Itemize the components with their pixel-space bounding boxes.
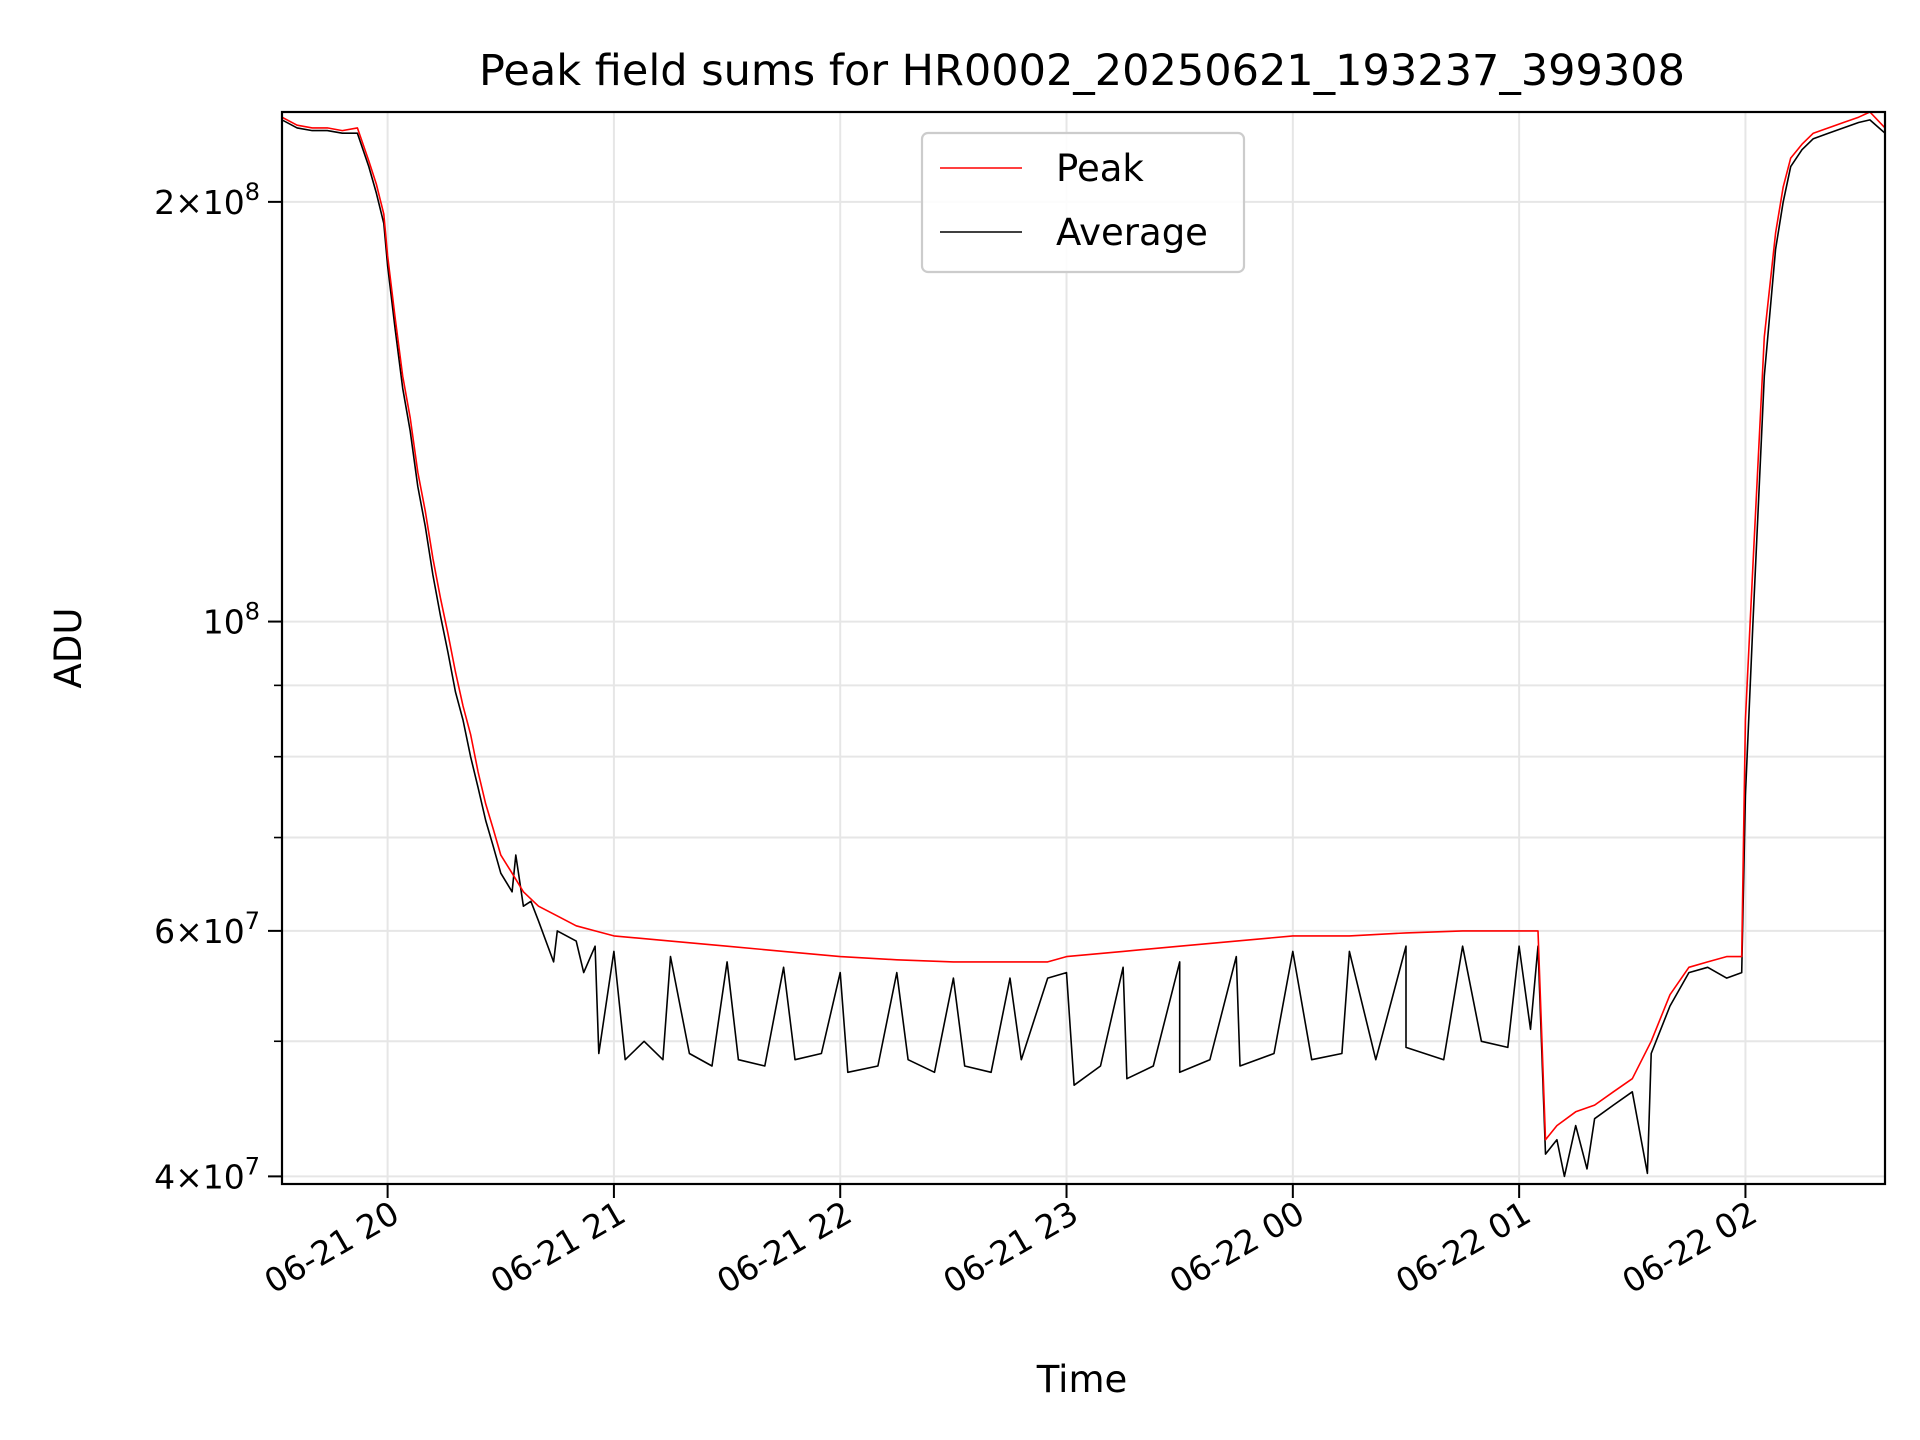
legend: Peak Average bbox=[920, 131, 1246, 274]
y-tick-label: 4×107 bbox=[154, 1152, 260, 1196]
series-layer bbox=[282, 112, 1885, 1178]
x-axis-label: Time bbox=[1036, 1358, 1128, 1401]
plot-frame bbox=[280, 110, 1887, 1186]
y-axis: 4×107 6×107 108 2×108 bbox=[154, 178, 282, 1196]
y-axis-label: ADU bbox=[47, 608, 90, 689]
legend-label-average: Average bbox=[1056, 211, 1208, 254]
y-tick-label: 2×108 bbox=[154, 178, 260, 222]
legend-label-peak: Peak bbox=[1056, 147, 1144, 190]
series-line-peak bbox=[282, 112, 1885, 1141]
chart-title: Peak field sums for HR0002_20250621_1932… bbox=[479, 46, 1685, 96]
y-tick-label: 6×107 bbox=[154, 907, 260, 951]
y-tick-label: 108 bbox=[203, 598, 260, 642]
series-line-average bbox=[282, 119, 1885, 1178]
